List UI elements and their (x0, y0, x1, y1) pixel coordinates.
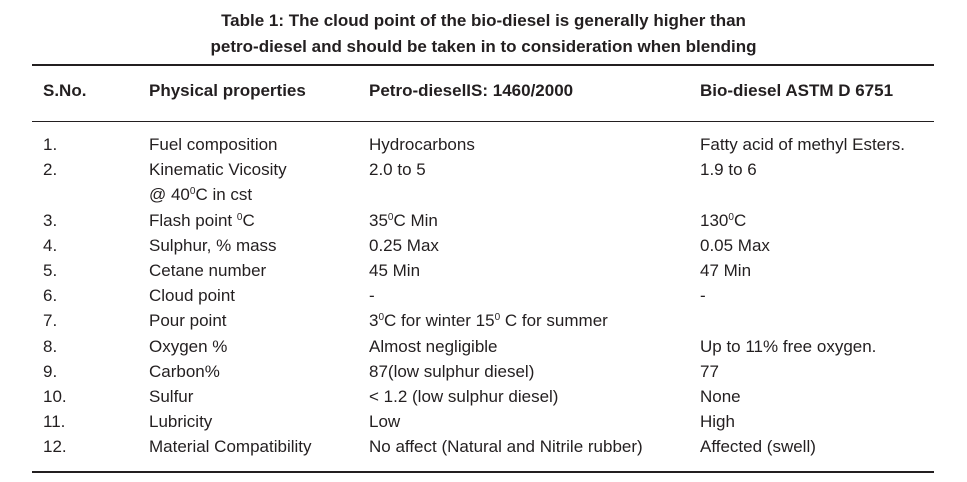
header-sno: S.No. (43, 81, 87, 100)
cell-sno: 3. (43, 210, 58, 230)
table-row: 1. Fuel composition Hydrocarbons Fatty a… (0, 132, 967, 157)
cell-property: Fuel composition (149, 135, 278, 154)
cell-petro: Almost negligible (369, 336, 498, 356)
cell-property: Cloud point (149, 286, 236, 306)
cell-sno: 7. (43, 311, 58, 331)
cell-bio: - (700, 286, 706, 306)
cell-sno: 8. (43, 336, 58, 356)
cell-property: Sulphur, % mass (149, 235, 277, 255)
cell-sno: 4. (43, 235, 58, 255)
cell-bio: Affected (swell) (700, 437, 816, 457)
cell-property: Flash point 0C (149, 210, 255, 230)
table-header-rule (32, 121, 934, 122)
table-row: 8. Oxygen % Almost negligible Up to 11% … (0, 334, 967, 359)
cell-bio: High (700, 412, 735, 432)
cell-petro: 30C for winter 150 C for summer (369, 311, 608, 331)
cell-petro: 0.25 Max (369, 235, 439, 255)
cell-petro: Low (369, 412, 401, 432)
cell-bio: Fatty acid of methyl Esters. (700, 135, 906, 154)
cell-sno: 12. (43, 437, 67, 457)
cell-bio: None (700, 386, 741, 406)
table-bottom-rule (32, 471, 934, 473)
table-caption: Table 1: The cloud point of the bio-dies… (0, 8, 967, 60)
caption-line-2: petro-diesel and should be taken in to c… (210, 37, 757, 56)
cell-property-line-2: @ 400C in cst (149, 185, 253, 205)
cell-petro: 350C Min (369, 210, 438, 230)
table-row: 3. Flash point 0C 350C Min 1300C (0, 208, 967, 233)
cell-property-line-1: Kinematic Vicosity (149, 160, 287, 180)
table-row: 12. Material Compatibility No affect (Na… (0, 434, 967, 459)
table-row: 6. Cloud point - - (0, 283, 967, 308)
cell-property: Pour point (149, 311, 227, 331)
table-row: 4. Sulphur, % mass 0.25 Max 0.05 Max (0, 233, 967, 258)
cell-petro: Hydrocarbons (369, 135, 475, 154)
header-bio-diesel: Bio-diesel ASTM D 6751 (700, 81, 894, 100)
table-top-rule (32, 64, 934, 66)
cell-sno: 2. (43, 160, 58, 180)
table-row: 10. Sulfur < 1.2 (low sulphur diesel) No… (0, 384, 967, 409)
table-body: 1. Fuel composition Hydrocarbons Fatty a… (0, 132, 967, 459)
cell-petro: < 1.2 (low sulphur diesel) (369, 386, 559, 406)
cell-bio: Up to 11% free oxygen. (700, 336, 877, 356)
table-row: 11. Lubricity Low High (0, 409, 967, 434)
table-row: 2. Kinematic Vicosity @ 400C in cst 2.0 … (0, 157, 967, 207)
cell-petro: 87(low sulphur diesel) (369, 361, 535, 381)
cell-property: Lubricity (149, 412, 213, 432)
table-row: 7. Pour point 30C for winter 150 C for s… (0, 308, 967, 333)
cell-property: Oxygen % (149, 336, 228, 356)
header-property: Physical properties (149, 81, 306, 100)
cell-petro: No affect (Natural and Nitrile rubber) (369, 437, 643, 457)
cell-property: Material Compatibility (149, 437, 312, 457)
cell-sno: 11. (43, 412, 66, 432)
cell-sno: 10. (43, 386, 67, 406)
table-header-row: S.No. Physical properties Petro-dieselIS… (0, 81, 967, 107)
cell-sno: 9. (43, 361, 58, 381)
table-row: 5. Cetane number 45 Min 47 Min (0, 258, 967, 283)
cell-property: Cetane number (149, 260, 267, 280)
cell-petro: 2.0 to 5 (369, 160, 426, 180)
cell-sno: 5. (43, 260, 58, 280)
cell-bio: 0.05 Max (700, 235, 770, 255)
table-row: 9. Carbon% 87(low sulphur diesel) 77 (0, 359, 967, 384)
cell-property: Sulfur (149, 386, 194, 406)
cell-property: Carbon% (149, 361, 220, 381)
cell-bio: 47 Min (700, 260, 752, 280)
cell-bio: 77 (700, 361, 719, 381)
cell-petro: - (369, 286, 375, 306)
cell-bio: 1300C (700, 210, 747, 230)
caption-line-1: Table 1: The cloud point of the bio-dies… (221, 11, 746, 30)
cell-sno: 1. (43, 135, 58, 154)
cell-bio: 1.9 to 6 (700, 160, 757, 180)
header-petro-diesel: Petro-dieselIS: 1460/2000 (369, 81, 574, 100)
cell-petro: 45 Min (369, 260, 421, 280)
cell-sno: 6. (43, 286, 58, 306)
cell-property: Kinematic Vicosity @ 400C in cst (149, 157, 287, 207)
